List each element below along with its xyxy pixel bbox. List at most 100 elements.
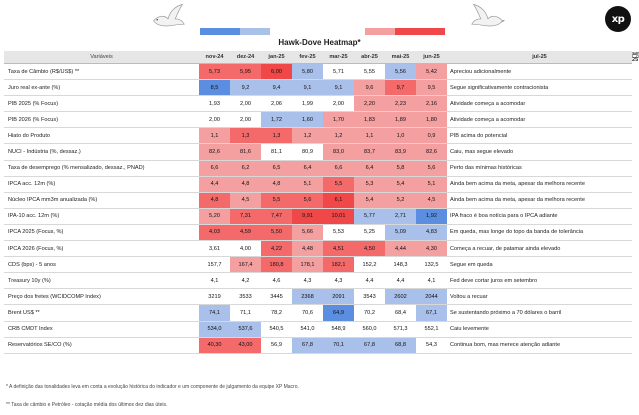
row-label: Brent US$ ** — [4, 304, 199, 322]
column-header-month: jun-25 — [416, 51, 447, 64]
heat-cell: 5,77 — [354, 208, 385, 225]
heat-cell: 68,8 — [385, 337, 416, 354]
table-row: PIB 2026 (% Focus) 2,00 2,00 1,72 1,60 1,70 1,… — [4, 111, 632, 129]
row-comment: IPA fraco é boa notícia para o IPCA adia… — [447, 208, 632, 225]
heat-cell: 83,7 — [354, 143, 385, 161]
heat-cell: 9,2 — [230, 79, 261, 97]
footnote-1: * A definição das tonalidades leva em co… — [6, 384, 299, 390]
heat-cell: 5,09 — [385, 224, 416, 242]
row-comment: Ainda bem acima da meta, apesar da melho… — [447, 176, 632, 193]
heat-cell: 54,3 — [416, 337, 447, 354]
heat-cell: 2,06 — [261, 95, 292, 113]
heat-cell: 4,8 — [230, 176, 261, 193]
heat-cell: 71,1 — [230, 304, 261, 322]
row-label: Núcleo IPCA mm3m anualizada (%) — [4, 192, 199, 209]
heat-cell: 1,92 — [416, 208, 447, 225]
row-label: IPCA 2025 (Focus, %) — [4, 224, 199, 242]
heat-cell: 1,0 — [385, 127, 416, 145]
heat-cell: 0,9 — [416, 127, 447, 145]
heat-cell: 4,00 — [230, 240, 261, 258]
xp-logo: xp — [605, 6, 631, 32]
heat-cell: 2368 — [292, 288, 323, 306]
row-comment: Ainda bem acima da meta, apesar da melho… — [447, 192, 632, 209]
heat-cell: 4,50 — [354, 240, 385, 258]
heat-cell: 1,3 — [230, 127, 261, 145]
heat-cell: 4,5 — [416, 192, 447, 209]
page-title: Hawk-Dove Heatmap* — [278, 38, 361, 47]
heat-cell: 4,3 — [292, 272, 323, 290]
heat-cell: 40,30 — [199, 337, 230, 354]
heat-cell: 1,80 — [416, 111, 447, 129]
heat-cell: 5,3 — [354, 176, 385, 193]
column-header-month: jan-25 — [261, 51, 292, 64]
heat-cell: 2,00 — [323, 95, 354, 113]
row-comment: Se sustentando próximo a 70 dólares o ba… — [447, 304, 632, 322]
heat-cell: 6,00 — [261, 63, 292, 81]
table-row: Juro real ex-ante (%) 8,5 9,2 9,4 9,1 9,1 9,6 9… — [4, 79, 632, 97]
heat-cell: 5,73 — [199, 63, 230, 81]
heat-cell: 2,00 — [230, 95, 261, 113]
heat-cell: 3219 — [199, 288, 230, 306]
heat-cell: 182,1 — [323, 256, 354, 274]
heat-cell: 534,0 — [199, 321, 230, 338]
heat-cell: 5,71 — [323, 63, 354, 81]
heat-cell: 537,6 — [230, 321, 261, 338]
hawk-scale-bar-light — [365, 28, 395, 35]
heatmap-table: Variáveis nov-24 dez-24 jan-25 fev-25 mar-25 a… — [4, 51, 639, 354]
heat-cell: 180,8 — [261, 256, 292, 274]
heat-cell: 3543 — [354, 288, 385, 306]
row-comment: Continua bom, mas merece atenção adiante — [447, 337, 632, 354]
heat-cell: 78,2 — [261, 304, 292, 322]
row-comment: Segue em queda — [447, 256, 632, 274]
heat-cell: 4,6 — [261, 272, 292, 290]
heat-cell: 540,5 — [261, 321, 292, 338]
row-label: Juro real ex-ante (%) — [4, 79, 199, 97]
row-label: CRB CMDT Index — [4, 321, 199, 338]
row-comment: Perto das mínimas históricas — [447, 160, 632, 177]
table-row: Núcleo IPCA mm3m anualizada (%) 4,8 4,5 5,5… — [4, 192, 632, 209]
heat-cell: 67,8 — [354, 337, 385, 354]
heat-cell: 5,50 — [261, 224, 292, 242]
column-header-variables: Variáveis — [4, 51, 199, 64]
heat-cell: 6,2 — [230, 160, 261, 177]
row-comment: Caiu levemente — [447, 321, 632, 338]
column-header-month: dez-24 — [230, 51, 261, 64]
heat-cell: 3,61 — [199, 240, 230, 258]
row-comment: Em queda, mas longe do topo da banda de … — [447, 224, 632, 242]
heat-cell: 9,6 — [354, 79, 385, 97]
heat-cell: 132,5 — [416, 256, 447, 274]
heat-cell: 1,3 — [261, 127, 292, 145]
heat-cell: 5,2 — [385, 192, 416, 209]
heat-cell: 4,3 — [323, 272, 354, 290]
row-comment: Atividade começa a acomodar — [447, 111, 632, 129]
heat-cell: 4,5 — [230, 192, 261, 209]
table-row: PIB 2025 (% Focus) 1,93 2,00 2,06 1,99 2,00 2,… — [4, 95, 632, 113]
row-label: Hiato do Produto — [4, 127, 199, 145]
table-body: Taxa de Câmbio (R$/US$) ** 5,73 5,95 6,00 5,… — [4, 63, 632, 354]
heat-cell: 4,48 — [292, 240, 323, 258]
column-header-month: abr-25 — [354, 51, 385, 64]
table-row: IPCA acc. 12m (%) 4,4 4,8 4,8 5,1 5,5 5,3 5,4 5,… — [4, 176, 632, 193]
heat-cell: 4,8 — [199, 192, 230, 209]
heat-cell: 56,9 — [261, 337, 292, 354]
heat-cell: 70,1 — [323, 337, 354, 354]
heat-cell: 5,95 — [230, 63, 261, 81]
heat-cell: 81,6 — [230, 143, 261, 161]
column-header-month: nov-24 — [199, 51, 230, 64]
heat-cell: 5,56 — [385, 63, 416, 81]
heat-cell: 64,9 — [323, 304, 354, 322]
row-label: CDS (bps) - 5 anos — [4, 256, 199, 274]
heat-cell: 5,1 — [416, 176, 447, 193]
heat-cell: 571,3 — [385, 321, 416, 338]
heat-cell: 1,83 — [354, 111, 385, 129]
row-comment: Voltou a recuar — [447, 288, 632, 306]
heat-cell: 3533 — [230, 288, 261, 306]
column-header-month: mai-25 — [385, 51, 416, 64]
heat-cell: 9,7 — [385, 79, 416, 97]
hawk-icon — [471, 3, 506, 27]
heat-cell: 560,0 — [354, 321, 385, 338]
heat-cell: 8,5 — [199, 79, 230, 97]
heat-cell: 4,8 — [261, 176, 292, 193]
row-label: Preço dos fretes (WCIDCOMP Index) — [4, 288, 199, 306]
heat-cell: 5,4 — [385, 176, 416, 193]
